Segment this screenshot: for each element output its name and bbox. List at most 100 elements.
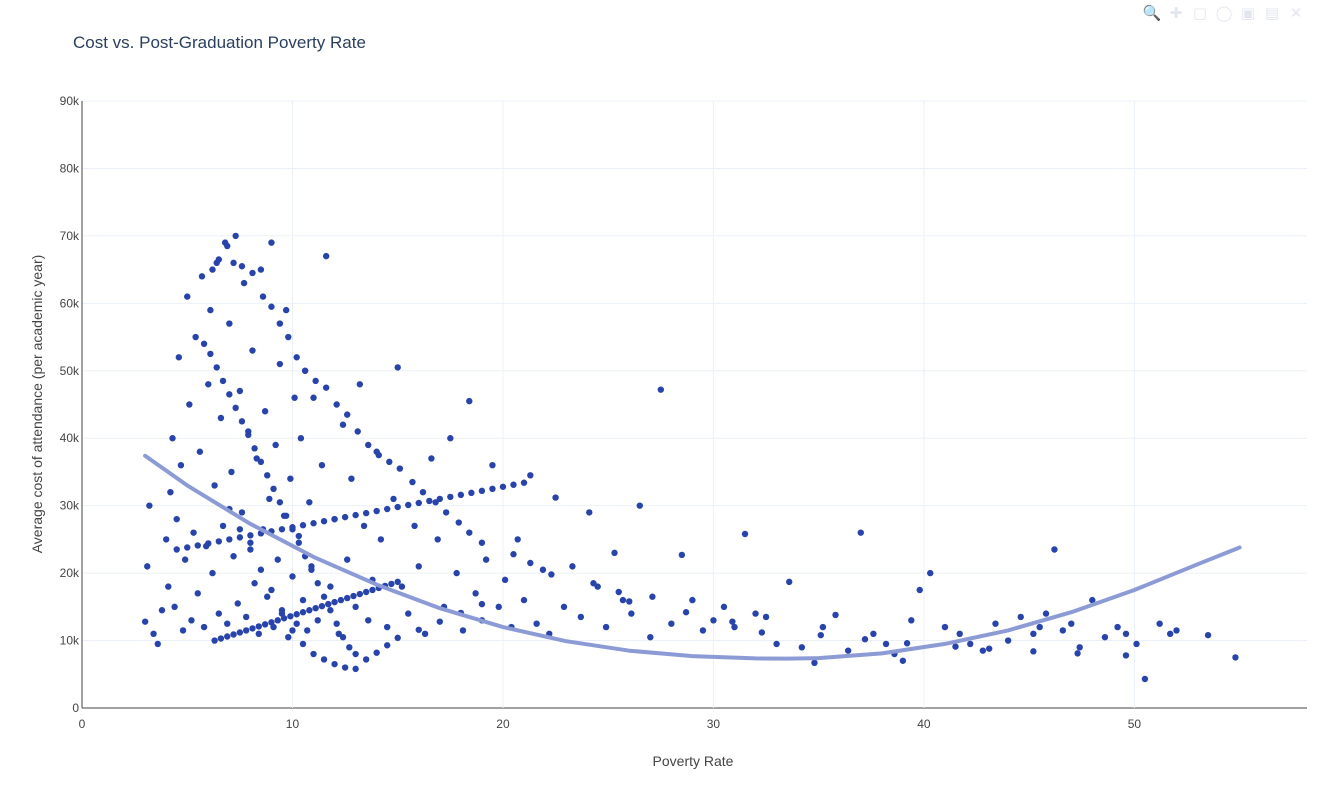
data-point[interactable]: [245, 431, 252, 439]
data-point[interactable]: [1036, 623, 1043, 631]
data-point[interactable]: [548, 571, 555, 578]
data-point[interactable]: [215, 610, 223, 617]
data-point[interactable]: [310, 394, 317, 401]
data-point[interactable]: [240, 279, 248, 287]
data-point[interactable]: [257, 266, 265, 273]
data-point[interactable]: [306, 499, 313, 506]
zoom-in-icon[interactable]: ▣: [1240, 5, 1256, 22]
data-point[interactable]: [352, 665, 359, 673]
data-point[interactable]: [230, 553, 237, 560]
data-point[interactable]: [729, 618, 736, 625]
data-point[interactable]: [339, 633, 347, 641]
data-point[interactable]: [1101, 633, 1109, 641]
data-point[interactable]: [419, 488, 427, 496]
data-point[interactable]: [817, 631, 824, 639]
data-point[interactable]: [434, 536, 441, 543]
data-point[interactable]: [322, 252, 330, 260]
data-point[interactable]: [226, 391, 233, 398]
data-point[interactable]: [247, 532, 254, 539]
data-point[interactable]: [344, 411, 351, 418]
data-point[interactable]: [224, 633, 231, 640]
data-point[interactable]: [331, 660, 338, 668]
data-point[interactable]: [257, 458, 265, 466]
data-point[interactable]: [489, 485, 496, 493]
data-point[interactable]: [362, 509, 370, 517]
data-point[interactable]: [158, 607, 166, 614]
data-point[interactable]: [285, 333, 292, 341]
data-point[interactable]: [1089, 596, 1096, 604]
data-point[interactable]: [428, 455, 435, 462]
data-point[interactable]: [295, 532, 302, 540]
data-point[interactable]: [844, 647, 852, 654]
data-point[interactable]: [255, 623, 263, 630]
data-point[interactable]: [337, 596, 345, 604]
data-point[interactable]: [257, 566, 265, 573]
data-point[interactable]: [224, 620, 231, 627]
data-point[interactable]: [1122, 652, 1130, 659]
data-point[interactable]: [333, 401, 340, 408]
data-point[interactable]: [184, 293, 191, 300]
data-point[interactable]: [586, 509, 593, 516]
data-point[interactable]: [1114, 623, 1121, 631]
data-point[interactable]: [482, 556, 490, 563]
data-point[interactable]: [261, 408, 269, 415]
data-point[interactable]: [453, 569, 460, 577]
data-point[interactable]: [1204, 631, 1212, 639]
data-point[interactable]: [436, 618, 444, 625]
data-point[interactable]: [299, 596, 307, 604]
data-point[interactable]: [362, 656, 370, 663]
data-point[interactable]: [762, 613, 770, 621]
data-point[interactable]: [293, 611, 300, 618]
data-point[interactable]: [264, 472, 271, 479]
data-point[interactable]: [472, 590, 479, 597]
data-point[interactable]: [226, 320, 233, 327]
data-point[interactable]: [249, 347, 256, 354]
data-point[interactable]: [295, 539, 302, 546]
data-point[interactable]: [333, 620, 340, 627]
data-point[interactable]: [306, 607, 313, 614]
data-point[interactable]: [501, 576, 509, 584]
data-point[interactable]: [310, 650, 317, 658]
data-point[interactable]: [409, 478, 416, 486]
data-point[interactable]: [249, 269, 256, 277]
data-point[interactable]: [194, 542, 201, 549]
data-point[interactable]: [144, 563, 151, 570]
data-point[interactable]: [327, 583, 334, 590]
data-point[interactable]: [520, 596, 528, 604]
data-point[interactable]: [365, 441, 372, 449]
data-point[interactable]: [215, 256, 223, 263]
data-point[interactable]: [396, 465, 404, 472]
data-point[interactable]: [352, 603, 359, 611]
data-point[interactable]: [150, 630, 157, 638]
data-point[interactable]: [186, 401, 193, 408]
data-point[interactable]: [405, 501, 412, 509]
data-point[interactable]: [689, 596, 696, 604]
data-point[interactable]: [213, 364, 220, 371]
data-point[interactable]: [967, 640, 974, 648]
data-point[interactable]: [927, 569, 934, 577]
data-point[interactable]: [268, 619, 275, 626]
data-point[interactable]: [310, 520, 317, 527]
data-point[interactable]: [314, 580, 321, 587]
data-point[interactable]: [527, 559, 534, 567]
data-point[interactable]: [173, 546, 180, 553]
data-point[interactable]: [289, 524, 296, 531]
data-point[interactable]: [1133, 640, 1140, 648]
data-point[interactable]: [198, 273, 206, 280]
data-point[interactable]: [146, 502, 153, 509]
data-point[interactable]: [299, 522, 307, 529]
pan-icon[interactable]: ✚: [1169, 5, 1183, 22]
data-point[interactable]: [200, 623, 208, 631]
data-point[interactable]: [209, 266, 216, 273]
data-point[interactable]: [312, 377, 319, 385]
data-point[interactable]: [903, 640, 911, 647]
data-point[interactable]: [1074, 650, 1081, 657]
data-point[interactable]: [985, 645, 993, 652]
data-point[interactable]: [415, 499, 422, 507]
data-point[interactable]: [266, 495, 273, 503]
data-point[interactable]: [577, 613, 585, 621]
data-point[interactable]: [1051, 546, 1058, 553]
data-point[interactable]: [344, 556, 351, 563]
data-point[interactable]: [394, 578, 401, 586]
data-point[interactable]: [322, 384, 330, 391]
